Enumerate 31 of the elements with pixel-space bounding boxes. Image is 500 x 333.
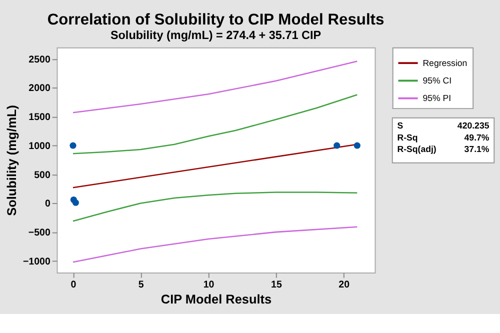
point [70,142,76,149]
text: R-Sq(adj) 37.1% [397,144,490,154]
y-tick-label: 500 [34,170,51,181]
legend-label: 95% CI [422,76,452,86]
y-tick-label: −500 [28,227,51,238]
y-tick-label: 1500 [28,112,51,124]
y-tick-label: 2500 [28,54,51,66]
x-tick-label: 10 [203,280,215,291]
y-axis-title: Solubility (mg/mL) [4,104,20,216]
line-series [72,226,358,263]
y-tick-label: 2000 [28,83,51,94]
legend-label: Regression [422,58,468,68]
point [354,142,360,149]
text: S 420.235 [397,120,490,131]
chart-title: Correlation of Solubility to CIP Model Results [47,11,384,28]
x-tick-label: 0 [70,280,77,291]
y-tick-label: 1000 [28,140,51,152]
line-series [72,94,358,154]
y-tick-label: −1000 [22,256,51,268]
x-tick-label: 15 [271,280,282,291]
x-axis-title: CIP Model Results [160,291,272,306]
point [334,142,340,149]
text: R-Sq 49.7% [397,132,490,142]
chart-subtitle: Solubility (mg/mL) = 274.4 + 35.71 CIP [110,29,322,42]
x-tick-label: 20 [338,280,350,291]
line-series [72,60,358,114]
x-tick-label: 5 [138,280,144,291]
legend-label: 95% PI [422,93,452,104]
y-tick-label: 0 [44,198,51,210]
point [72,199,79,206]
line-series [72,192,358,222]
